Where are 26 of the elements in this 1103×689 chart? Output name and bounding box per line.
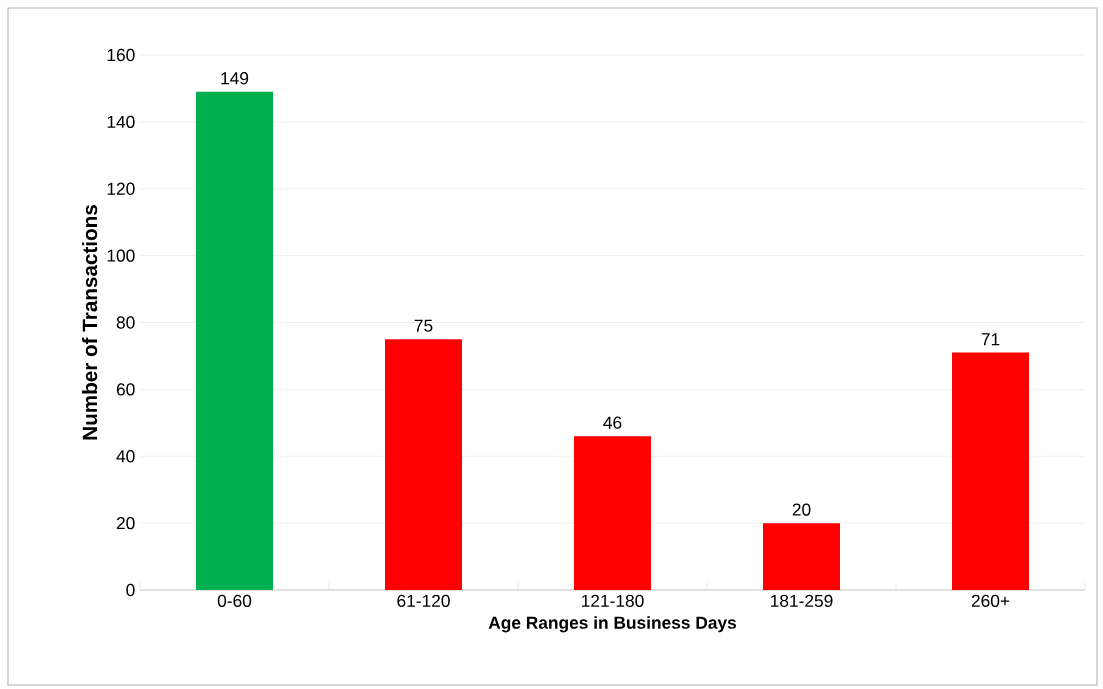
x-tick-label: 260+ [971,594,1010,607]
bar [574,436,651,590]
x-tick-label: 121-180 [582,594,644,607]
data-label: 20 [792,503,811,516]
data-label: 46 [603,416,622,429]
y-tick-label: 60 [116,383,135,396]
y-tick-label: 100 [107,249,135,262]
bar [385,339,463,590]
y-tick-label: 20 [116,516,135,530]
data-label: 75 [414,319,433,332]
x-axis-title: Age Ranges in Business Days [488,616,737,633]
bar [196,91,273,590]
y-axis-title: Number of Transactions [82,205,98,440]
bar [952,352,1030,590]
x-tick-label: 61-120 [397,594,450,607]
bar [763,523,841,590]
data-label: 71 [981,333,1000,346]
x-tick-label: 181-259 [771,594,833,607]
y-tick-label: 40 [116,450,135,463]
y-tick-label: 80 [116,316,135,329]
data-label: 149 [221,72,249,85]
y-tick-label: 140 [107,115,135,128]
y-tick-label: 0 [126,583,135,597]
x-tick-label: 0-60 [217,594,252,607]
y-tick-label: 160 [107,48,135,62]
y-tick-label: 120 [107,182,135,195]
